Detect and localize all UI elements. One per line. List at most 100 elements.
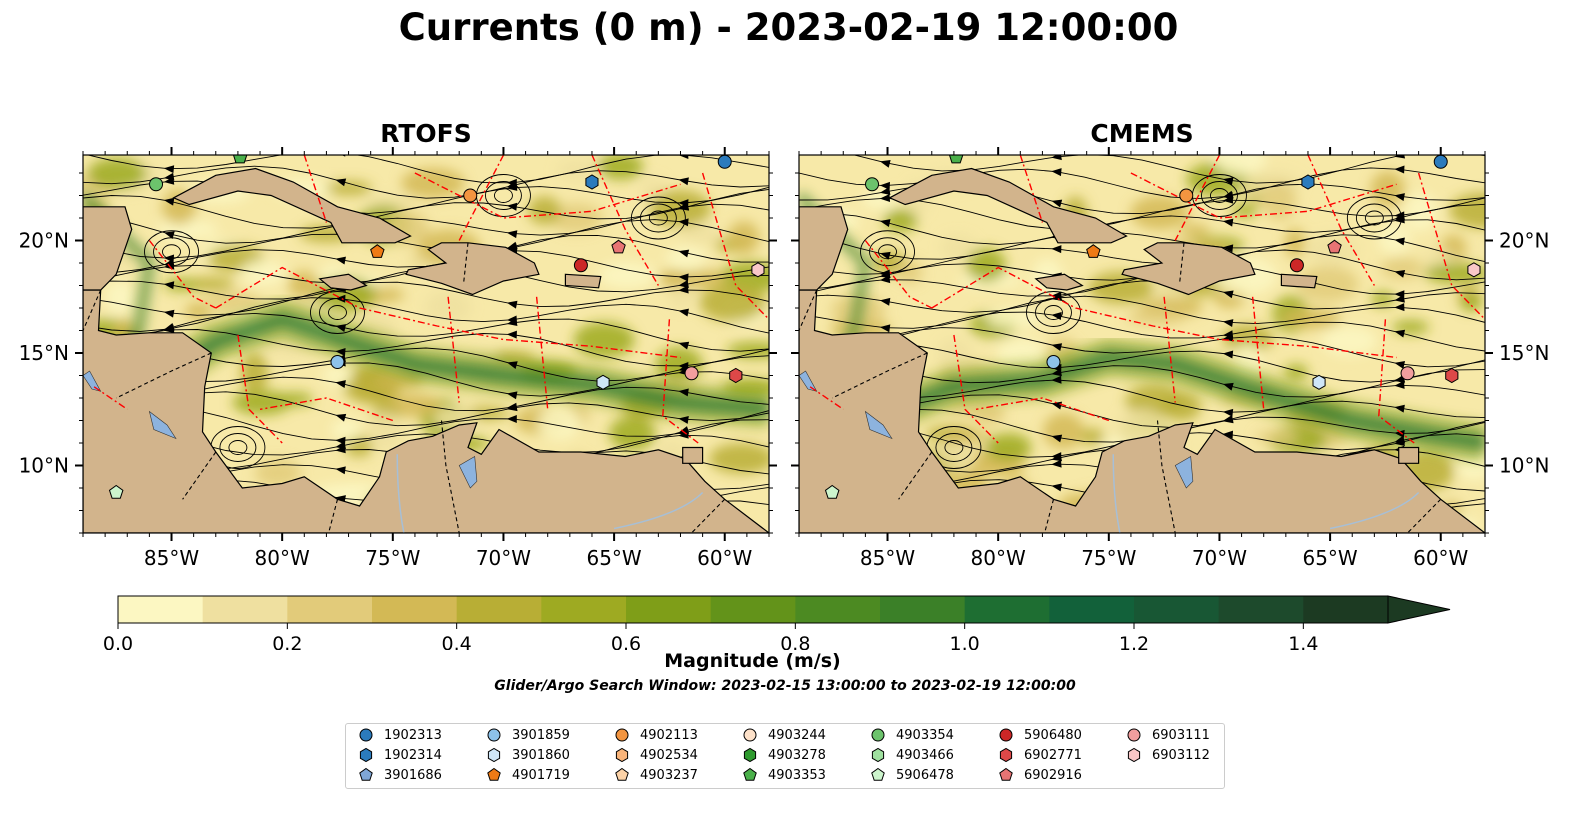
float-marker-4902113	[463, 188, 478, 203]
legend-entry-4901719: 4901719	[486, 766, 570, 784]
float-marker-6902916	[611, 239, 626, 254]
circle-marker-icon	[871, 728, 885, 742]
streamline-arrow	[335, 413, 347, 422]
hexagon-marker-icon	[743, 747, 757, 763]
colorbar-frame	[117, 595, 1388, 624]
float-marker-6903111	[684, 366, 699, 381]
panel-title-cmems: CMEMS	[1090, 119, 1194, 148]
colorbar-label: Magnitude (m/s)	[664, 650, 841, 672]
map-content-rtofs	[83, 155, 769, 533]
streamline-arrow	[335, 256, 346, 265]
country-border	[115, 352, 212, 399]
legend-entry-6902771: 6902771	[998, 746, 1082, 764]
legend-label: 6902771	[1024, 747, 1082, 763]
legend-entry-6903112: 6903112	[1126, 746, 1210, 764]
streamline-arrow	[506, 315, 518, 324]
legend-label: 6903111	[1152, 727, 1210, 743]
legend-entry-4903353: 4903353	[742, 766, 826, 784]
legend-entry-1902313: 1902313	[358, 726, 442, 744]
eddy-contour	[310, 291, 365, 334]
legend-label: 6903112	[1152, 747, 1210, 763]
eddy-contour	[639, 203, 677, 233]
colorbar-tick-label: 0.4	[442, 633, 472, 650]
streamline-arrow	[506, 402, 518, 411]
legend-entry-1902314: 1902314	[358, 746, 442, 764]
country-border	[691, 498, 726, 533]
streamline-arrow	[678, 273, 689, 282]
colorbar-segment	[1134, 596, 1220, 623]
colorbar-segment	[456, 596, 542, 623]
legend-label: 4903237	[640, 767, 698, 783]
float-marker-6903112	[751, 262, 765, 278]
colorbar-tick-label: 1.0	[950, 633, 980, 650]
streamline-arrow	[163, 172, 175, 181]
lon-tick-label: 85°W	[144, 546, 199, 570]
river	[613, 491, 704, 530]
legend-entry-6902916: 6902916	[998, 766, 1082, 784]
pentagon-marker-icon	[487, 767, 501, 781]
eez-boundary	[591, 155, 660, 286]
legend-label: 5906478	[896, 767, 954, 783]
streamline-arrow	[163, 309, 175, 318]
country-border	[440, 420, 460, 533]
streamline-arrow	[678, 199, 689, 208]
hexagon-marker-icon	[999, 747, 1013, 763]
lon-tick-label: 65°W	[586, 546, 641, 570]
legend-label: 4903354	[896, 727, 954, 743]
eddy-contour	[328, 305, 347, 320]
colorbar-extend-arrow	[1387, 595, 1451, 624]
land-mass	[564, 273, 602, 289]
streamline-arrow	[163, 324, 175, 333]
legend-label: 3901859	[512, 727, 570, 743]
lake	[83, 370, 102, 392]
streamline-arrow	[163, 231, 175, 240]
eddy-contour	[219, 433, 257, 462]
circle-marker-icon	[615, 728, 629, 742]
legend-entry-4903466: 4903466	[870, 746, 954, 764]
legend-label: 1902313	[384, 727, 442, 743]
streamline-arrow	[506, 414, 517, 423]
streamline-arrow	[678, 218, 689, 227]
float-legend: 1902313 1902314 3901686 3901859 3901860 49017…	[345, 723, 1225, 789]
country-border	[83, 289, 102, 331]
colorbar-segment	[795, 596, 881, 623]
legend-entry-6903111: 6903111	[1126, 726, 1210, 744]
map-ticks: 85°W 80°W 75°W 70°W 65°W 60°W 20°N 15°N 10°N	[19, 147, 777, 570]
pentagon-marker-icon	[871, 767, 885, 781]
land-mass	[405, 242, 540, 296]
colorbar-segment	[541, 596, 627, 623]
land-mass	[83, 289, 769, 533]
river	[396, 454, 405, 533]
streamline	[83, 312, 769, 352]
streamline-arrow	[678, 285, 689, 294]
eez-boundary	[535, 296, 549, 410]
float-marker-1902313	[717, 155, 732, 169]
streamline-arrow	[678, 155, 689, 159]
eez-boundaries	[93, 155, 769, 444]
streamline	[83, 219, 769, 259]
streamline-arrow	[506, 391, 518, 400]
circle-marker-icon	[743, 728, 757, 742]
eddy-contour	[630, 196, 686, 240]
country-border	[328, 499, 339, 533]
lat-tick-label: 15°N	[19, 341, 69, 365]
circle-marker-icon	[487, 728, 501, 742]
colorbar-segment	[287, 596, 373, 623]
legend-entry-3901860: 3901860	[486, 746, 570, 764]
streamline-arrow	[678, 388, 689, 397]
colorbar-segment	[202, 596, 288, 623]
float-markers	[108, 155, 765, 499]
streamline	[83, 329, 769, 367]
land-mass	[83, 206, 133, 291]
legend-label: 4903244	[768, 727, 826, 743]
hexagon-marker-icon	[615, 747, 629, 763]
legend-label: 4903278	[768, 747, 826, 763]
country-border	[182, 451, 217, 500]
lon-tick-label: 75°W	[365, 546, 420, 570]
lake	[458, 456, 478, 489]
streamline-arrow	[506, 330, 517, 339]
lon-tick-label: 80°W	[255, 546, 310, 570]
map-frame	[82, 154, 770, 534]
legend-entry-4902113: 4902113	[614, 726, 698, 744]
streamline-arrow	[335, 178, 347, 187]
